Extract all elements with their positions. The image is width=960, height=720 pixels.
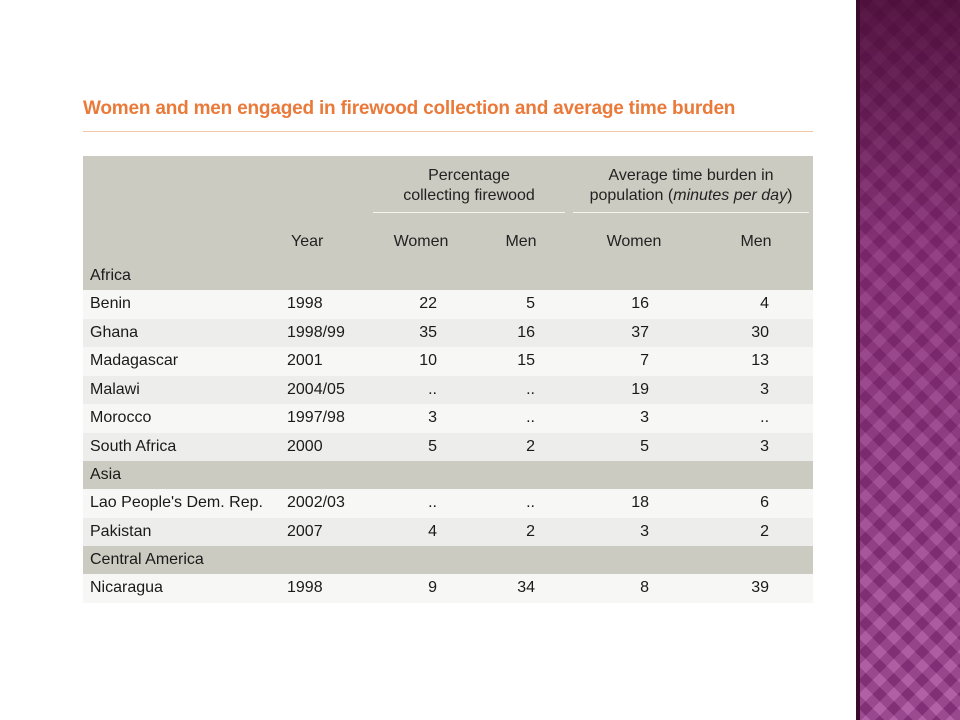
cell-pct-women: .. (369, 489, 473, 518)
cell-year: 2000 (281, 432, 369, 461)
cell-country: Ghana (83, 318, 281, 347)
cell-time-women: 5 (569, 432, 699, 461)
cell-country: South Africa (83, 432, 281, 461)
cell-time-men: 4 (699, 290, 814, 319)
header-time-women: Women (606, 233, 662, 250)
header-group-percentage: Percentage collecting firewood (369, 156, 569, 222)
cell-pct-women: .. (369, 375, 473, 404)
header-group2-line2-pre: population ( (589, 186, 674, 204)
header-group-time-burden: Average time burden in population (minute… (569, 156, 813, 222)
header-blank (83, 156, 281, 222)
header-row-columns: Year Women Men Women Men (83, 222, 814, 262)
table-row: Benin 1998 22 5 16 4 (83, 290, 814, 319)
header-group2-line2-post: ) (787, 186, 793, 204)
cell-pct-women: 10 (369, 347, 473, 376)
header-year: Year (291, 233, 324, 250)
cell-time-men: .. (699, 404, 814, 433)
cell-year: 2001 (281, 347, 369, 376)
cell-pct-men: .. (473, 404, 569, 433)
cell-time-women: 19 (569, 375, 699, 404)
header-group2-line1: Average time burden in (608, 166, 774, 184)
cell-time-men: 30 (699, 318, 814, 347)
cell-year: 2004/05 (281, 375, 369, 404)
decorative-side-band (856, 0, 960, 720)
header-country (83, 222, 281, 262)
table-row: Madagascar 2001 10 15 7 13 (83, 347, 814, 376)
table-row: Lao People's Dem. Rep. 2002/03.... 18 6 (83, 489, 814, 518)
firewood-table: Percentage collecting firewood Average ti… (83, 156, 814, 603)
header-blank-year (281, 156, 369, 222)
table-row: Malawi 2004/05.... 19 3 (83, 375, 814, 404)
cell-time-women: 7 (569, 347, 699, 376)
cell-time-women: 8 (569, 574, 699, 603)
cell-year: 1998 (281, 574, 369, 603)
region-row: Asia (83, 461, 814, 489)
table-title: Women and men engaged in firewood collec… (83, 98, 736, 119)
cell-pct-men: 15 (473, 347, 569, 376)
cell-pct-women: 9 (369, 574, 473, 603)
table-row: Nicaragua 1998 9 34 8 39 (83, 574, 814, 603)
cell-pct-men: 2 (473, 517, 569, 546)
cell-pct-men: .. (473, 489, 569, 518)
cell-time-men: 6 (699, 489, 814, 518)
cell-pct-men: 34 (473, 574, 569, 603)
side-band-edge (856, 0, 860, 720)
cell-country: Lao People's Dem. Rep. (83, 489, 281, 518)
cell-year: 1997/98 (281, 404, 369, 433)
region-label: Central America (83, 546, 814, 574)
region-label: Asia (83, 461, 814, 489)
cell-pct-men: 5 (473, 290, 569, 319)
cell-time-women: 3 (569, 517, 699, 546)
cell-country: Benin (83, 290, 281, 319)
cell-time-women: 18 (569, 489, 699, 518)
cell-time-men: 3 (699, 375, 814, 404)
cell-pct-men: 16 (473, 318, 569, 347)
cell-pct-women: 4 (369, 517, 473, 546)
cell-country: Morocco (83, 404, 281, 433)
cell-pct-men: .. (473, 375, 569, 404)
cell-time-men: 39 (699, 574, 814, 603)
region-label: Africa (83, 262, 814, 290)
table-row: Ghana 1998/99 35 16 37 30 (83, 318, 814, 347)
cell-time-men: 2 (699, 517, 814, 546)
header-pct-women: Women (393, 233, 449, 250)
header-time-men: Men (740, 233, 772, 250)
table-row: Morocco 1997/98 3.. 3.. (83, 404, 814, 433)
cell-time-men: 13 (699, 347, 814, 376)
cell-year: 2002/03 (281, 489, 369, 518)
cell-year: 2007 (281, 517, 369, 546)
cell-pct-women: 22 (369, 290, 473, 319)
cell-country: Madagascar (83, 347, 281, 376)
cell-country: Malawi (83, 375, 281, 404)
header-pct-men: Men (505, 233, 537, 250)
cell-pct-men: 2 (473, 432, 569, 461)
header-group1-line2: collecting firewood (403, 186, 535, 204)
header-row-groups: Percentage collecting firewood Average ti… (83, 156, 814, 222)
cell-country: Nicaragua (83, 574, 281, 603)
cell-year: 1998/99 (281, 318, 369, 347)
table-body: Africa Benin 1998 22 5 16 4 Ghana 1998/99 35 16 37 3… (83, 262, 814, 603)
cell-country: Pakistan (83, 517, 281, 546)
cell-time-women: 16 (569, 290, 699, 319)
cell-time-women: 3 (569, 404, 699, 433)
region-row: Africa (83, 262, 814, 290)
cell-pct-women: 5 (369, 432, 473, 461)
cell-time-men: 3 (699, 432, 814, 461)
region-row: Central America (83, 546, 814, 574)
header-group1-line1: Percentage (428, 166, 510, 184)
table-row: Pakistan 2007 4 2 3 2 (83, 517, 814, 546)
cell-pct-women: 35 (369, 318, 473, 347)
table-row: South Africa 2000 5 2 5 3 (83, 432, 814, 461)
cell-pct-women: 3 (369, 404, 473, 433)
cell-year: 1998 (281, 290, 369, 319)
title-divider (83, 131, 813, 132)
cell-time-women: 37 (569, 318, 699, 347)
header-group2-line2-italic: minutes per day (673, 186, 788, 204)
